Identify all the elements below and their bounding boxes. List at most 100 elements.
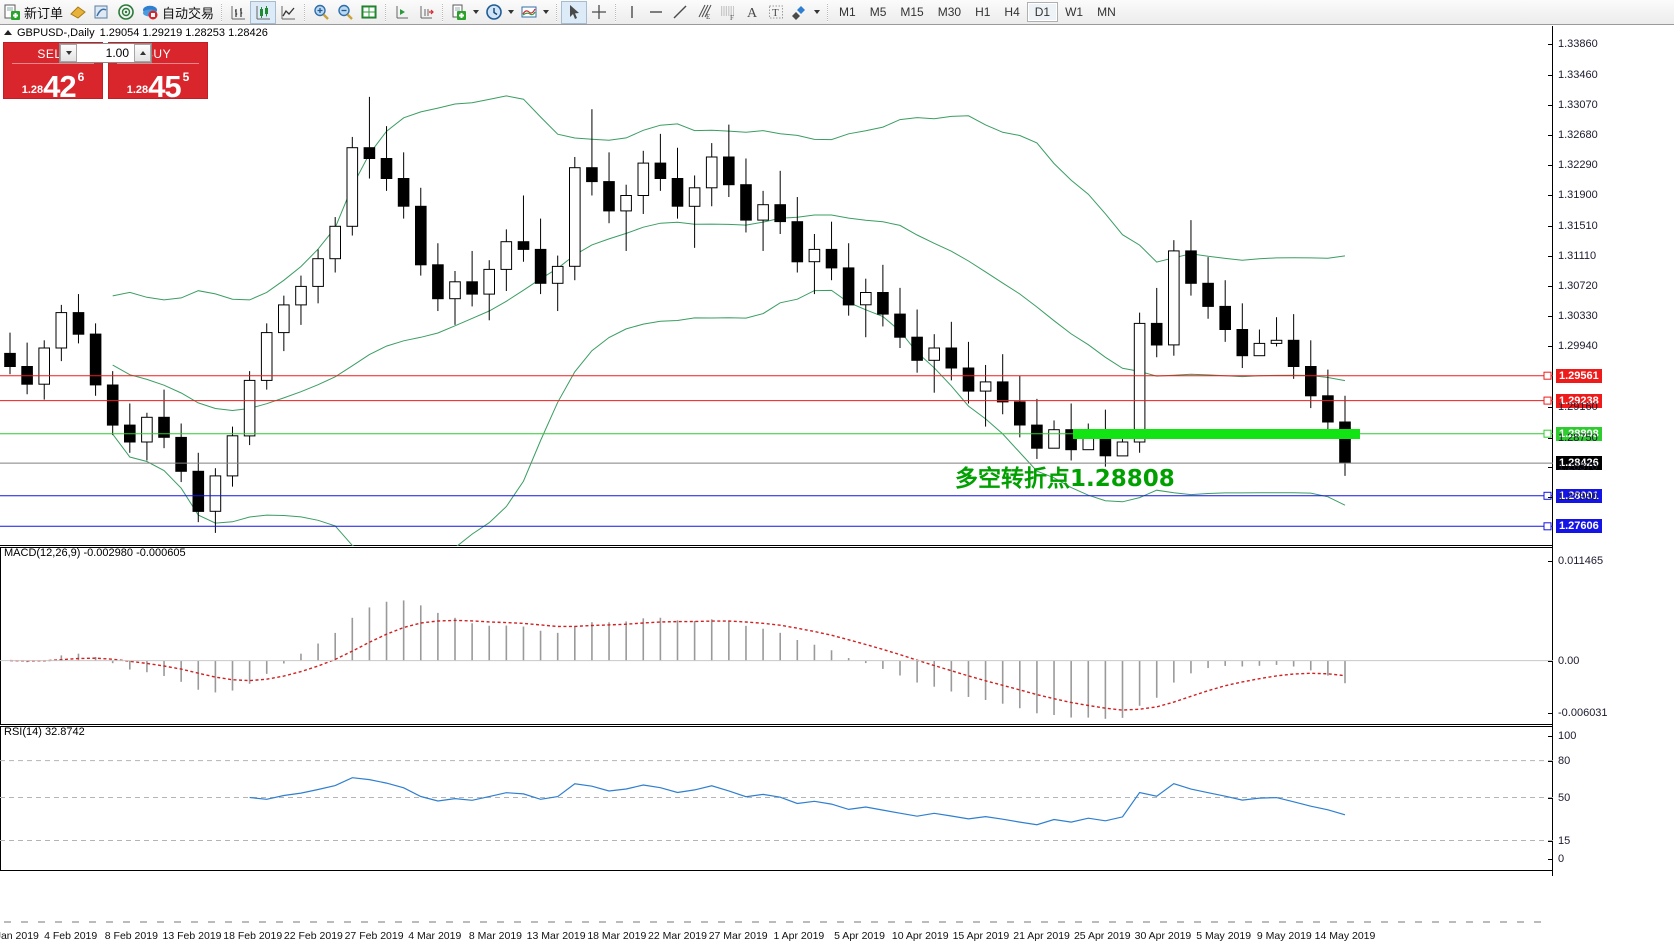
toolbar-separator	[304, 2, 306, 22]
timeframe-m15[interactable]: M15	[900, 5, 924, 19]
rsi-axis-tick	[1548, 840, 1553, 842]
line-chart-button[interactable]	[276, 1, 300, 24]
bar-chart-button[interactable]	[226, 1, 250, 24]
macd-axis-tick	[1548, 561, 1553, 562]
svg-text:F: F	[730, 14, 734, 21]
shift-end-button[interactable]	[390, 1, 414, 24]
text-label-button[interactable]: T	[764, 1, 788, 24]
volume-value[interactable]: 1.00	[105, 46, 129, 60]
timeframe-m5[interactable]: M5	[869, 5, 887, 19]
date-axis-label: 15 Apr 2019	[952, 930, 1010, 942]
new-order-icon	[3, 3, 21, 21]
navigator-button[interactable]	[90, 1, 114, 24]
chevron-down-icon[interactable]	[473, 10, 480, 14]
macd-axis-tick	[1548, 660, 1553, 662]
timeframe-d1[interactable]: D1	[1026, 2, 1059, 22]
resistance-level-2-tag[interactable]: 1.29238	[1556, 393, 1602, 408]
macd-axis-tick	[1548, 713, 1553, 714]
date-axis-label: 22 Feb 2019	[283, 930, 343, 942]
lower-level-2-tag[interactable]: 1.27606	[1556, 519, 1602, 534]
date-axis-label: 30 Jan 2019	[0, 930, 39, 942]
chevron-down-icon[interactable]	[543, 10, 550, 14]
price-axis-tick	[1548, 105, 1553, 107]
chart-area[interactable]: 多空转折点1.28808 1.29561 1.29238 1.28808 1.2842…	[0, 26, 1674, 951]
chevron-down-icon[interactable]	[814, 10, 821, 14]
templates-icon	[520, 3, 538, 21]
rsi-axis-label: 80	[1558, 754, 1571, 767]
price-axis-tick	[1548, 165, 1553, 167]
trend-line-button[interactable]	[668, 1, 692, 24]
fibonacci-icon: E	[695, 3, 713, 21]
fibonacci-button[interactable]: E	[692, 1, 716, 24]
timeframe-m30[interactable]: M30	[937, 5, 962, 19]
price-axis-tick	[1548, 406, 1553, 408]
timeframe-h4[interactable]: H4	[1004, 5, 1020, 19]
text-label-icon: T	[767, 3, 785, 21]
price-axis-label: 1.28750	[1558, 432, 1598, 445]
price-axis-tick	[1548, 286, 1553, 288]
equidistant-channel-icon: F	[719, 3, 737, 22]
toolbar-separator	[615, 2, 617, 22]
timeframe-m1[interactable]: M1	[839, 5, 856, 19]
ohlc-values: 1.29054 1.29219 1.28253 1.28426	[99, 26, 268, 39]
terminal-icon	[69, 3, 87, 21]
tile-windows-button[interactable]	[357, 1, 381, 24]
period-button[interactable]	[482, 1, 517, 24]
current-price-tag[interactable]: 1.28426	[1556, 456, 1602, 471]
timeframe-h1[interactable]: H1	[975, 5, 991, 19]
rsi-axis-tick	[1548, 760, 1553, 762]
lower-level-1-tag[interactable]: 1.28001	[1556, 488, 1602, 503]
price-axis-label: 1.32290	[1558, 159, 1598, 172]
horizontal-line-button[interactable]	[644, 1, 668, 24]
zoom-out-button[interactable]	[333, 1, 357, 24]
support-level-tag[interactable]: 1.28808	[1556, 426, 1602, 441]
cursor-button[interactable]	[561, 0, 588, 24]
vertical-line-button[interactable]	[620, 1, 644, 24]
timeframe-w1[interactable]: W1	[1065, 5, 1084, 19]
volume-stepper[interactable]: 1.00	[59, 43, 152, 63]
price-axis-label: 1.29940	[1558, 340, 1598, 353]
date-axis-label: 14 May 2019	[1314, 930, 1376, 942]
market-watch-button[interactable]	[114, 1, 138, 24]
price-axis-tick	[1548, 496, 1553, 498]
volume-decrease-button[interactable]	[60, 44, 77, 62]
sell-price-prefix: 1.28	[21, 84, 44, 96]
price-axis-tick	[1548, 195, 1553, 197]
price-axis-label: 1.33070	[1558, 99, 1598, 112]
timeframe-mn[interactable]: MN	[1097, 5, 1116, 19]
toolbar-separator	[221, 2, 223, 22]
new-order-button[interactable]: 新订单	[0, 1, 66, 24]
date-axis-label: 4 Feb 2019	[44, 930, 98, 942]
text-button[interactable]: A	[740, 1, 764, 24]
date-axis-ticks	[4, 921, 1541, 923]
price-axis-label: 1.30720	[1558, 280, 1598, 293]
resistance-level-1-tag[interactable]: 1.29561	[1556, 368, 1602, 383]
price-axis-tick	[1548, 135, 1553, 137]
svg-text:E: E	[706, 13, 710, 21]
terminal-button[interactable]	[66, 1, 90, 24]
price-axis-tick	[1548, 346, 1553, 348]
candlestick-chart-button[interactable]	[250, 0, 277, 24]
auto-scroll-icon	[417, 3, 435, 21]
date-axis-label: 21 Apr 2019	[1013, 930, 1070, 942]
trend-line-icon	[671, 3, 689, 21]
indicators-button[interactable]	[447, 1, 482, 24]
date-axis-label: 1 Apr 2019	[773, 930, 825, 942]
line-chart-icon	[279, 3, 297, 21]
zoom-in-icon	[312, 3, 330, 21]
zoom-in-button[interactable]	[309, 1, 333, 24]
collapse-icon[interactable]	[4, 30, 12, 35]
crosshair-button[interactable]	[587, 1, 611, 24]
macd-axis-label: -0.006031	[1558, 707, 1608, 719]
auto-scroll-button[interactable]	[414, 1, 438, 24]
date-axis-label: 18 Mar 2019	[587, 930, 647, 942]
toolbar-separator	[827, 2, 829, 22]
equidistant-channel-button[interactable]: F	[716, 1, 740, 24]
autotrade-button[interactable]: 自动交易	[138, 1, 217, 24]
toolbar-separator	[556, 2, 558, 22]
chevron-down-icon[interactable]	[508, 10, 515, 14]
shapes-button[interactable]	[788, 1, 823, 24]
volume-increase-button[interactable]	[134, 44, 151, 62]
macd-axis-label: 0.011465	[1558, 555, 1604, 567]
templates-button[interactable]	[517, 1, 552, 24]
